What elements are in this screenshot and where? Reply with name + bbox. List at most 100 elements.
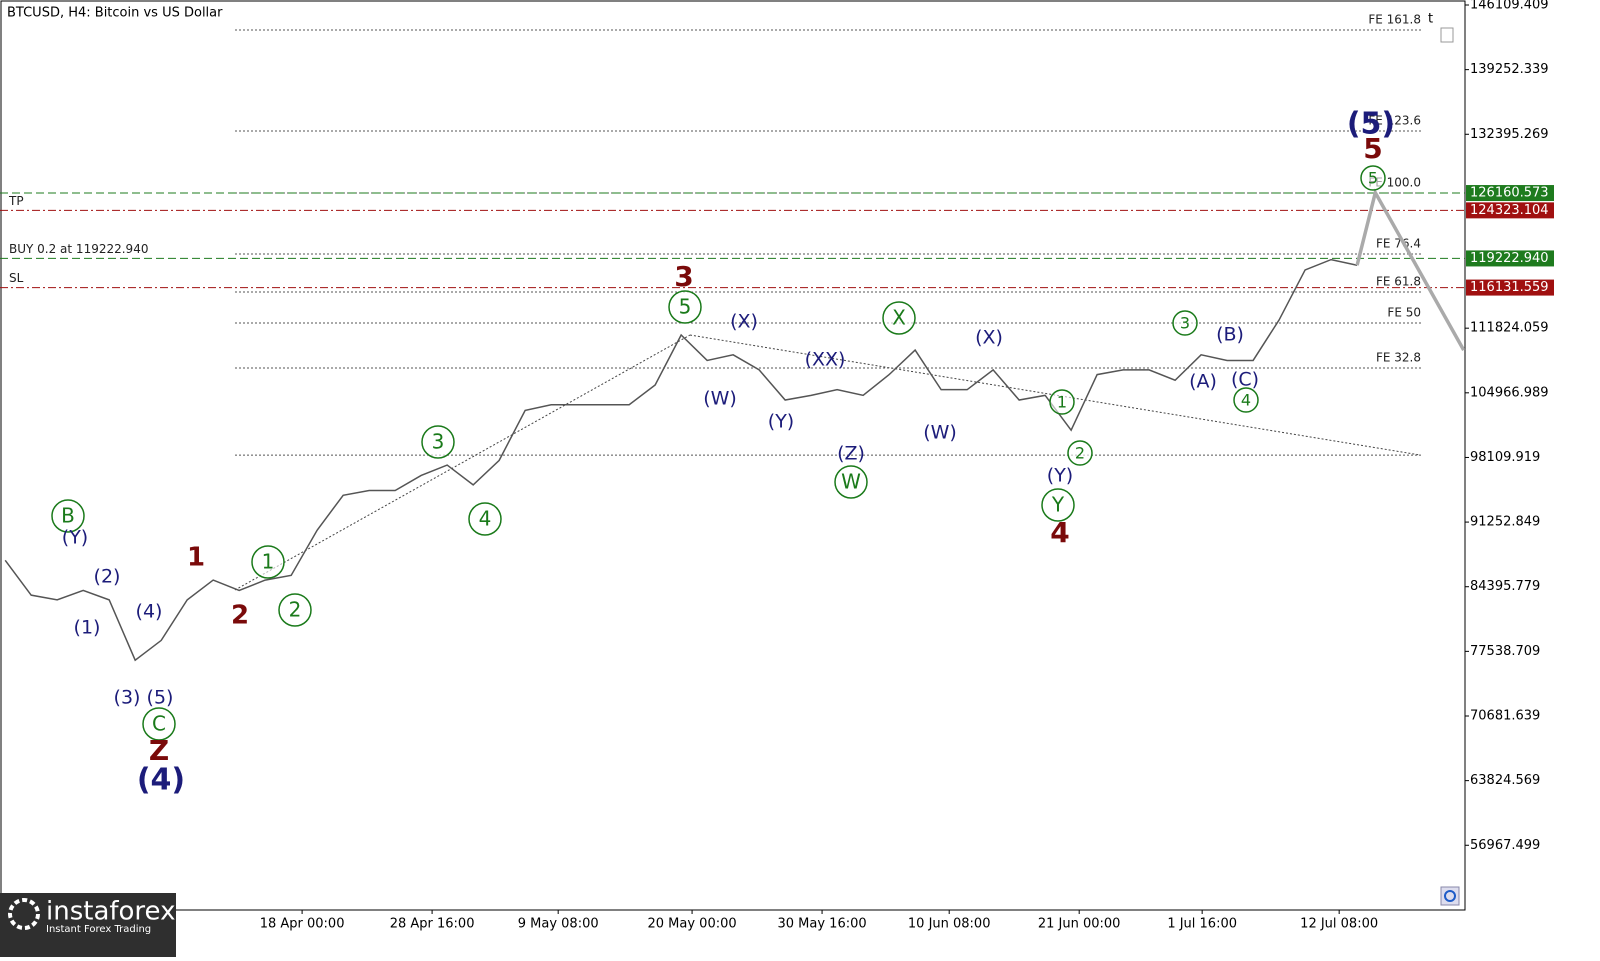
- price-line-label: TP: [8, 194, 24, 208]
- wave-label: 1: [262, 550, 275, 574]
- wave-label: (4): [136, 601, 163, 623]
- wave-label: 3: [1180, 314, 1190, 333]
- fib-label: FE 161.8: [1368, 13, 1421, 27]
- fib-label: FE 123.6: [1368, 114, 1421, 128]
- y-tick-label: 63824.569: [1470, 773, 1540, 788]
- wave-label: 1: [187, 543, 205, 573]
- price-line-label: BUY 0.2 at 119222.940: [9, 242, 148, 256]
- y-tick-label: 70681.639: [1470, 708, 1540, 723]
- wave-label: 5: [1363, 132, 1382, 165]
- wave-label: 1: [1057, 393, 1067, 412]
- price-tag: [1466, 202, 1554, 219]
- wave-label: 2: [289, 598, 302, 622]
- wave-circle: [1360, 165, 1386, 191]
- wave-circle: [251, 545, 285, 579]
- price-tag-label: 124323.104: [1470, 203, 1549, 218]
- x-tick-label: 20 May 00:00: [647, 917, 736, 932]
- x-tick-label: 1 Jul 16:00: [1167, 917, 1237, 932]
- wave-circle: [882, 301, 916, 335]
- x-tick-label: 9 May 08:00: [518, 917, 599, 932]
- wave-label: (Y): [768, 411, 794, 433]
- wave-label: Y: [1051, 493, 1065, 517]
- wave-label: (X): [975, 327, 1003, 349]
- wave-circle: [421, 425, 455, 459]
- wave-label: W: [841, 470, 861, 494]
- icon: [1444, 890, 1456, 902]
- y-tick-label: 98109.919: [1470, 450, 1540, 465]
- wave-label: (A): [1189, 371, 1217, 393]
- wave-circle: [1049, 389, 1075, 415]
- y-tick-label: 91252.849: [1470, 515, 1540, 530]
- fib-label: FE 61.8: [1376, 275, 1421, 289]
- wave-circle: [142, 707, 176, 741]
- price-tag-label: 119222.940: [1470, 251, 1549, 266]
- price-tag: [1466, 185, 1554, 202]
- fib-label: FE 32.8: [1376, 351, 1421, 365]
- wave-circle: [1067, 440, 1093, 466]
- wave-label: (Y): [1047, 465, 1073, 487]
- x-tick-label: 10 Jun 08:00: [908, 917, 991, 932]
- plot-frame: [0, 0, 1466, 911]
- x-tick-label: 21 Jun 00:00: [1038, 917, 1121, 932]
- price-line-series: [4, 258, 1358, 662]
- wave-label: 3: [432, 430, 445, 454]
- wave-label: 3: [674, 260, 693, 293]
- price-line-label: SL: [9, 271, 24, 285]
- logo-box: [0, 893, 176, 957]
- wave-label: C: [152, 712, 166, 736]
- wave-label: (5): [147, 687, 174, 709]
- fib-label: FE 76.4: [1376, 237, 1421, 251]
- x-tick-label: 28 Apr 16:00: [390, 917, 475, 932]
- wave-label: Z: [149, 734, 169, 767]
- logo-tagline: Instant Forex Trading: [46, 924, 151, 935]
- x-tick-label: 12 Jul 08:00: [1300, 917, 1378, 932]
- icon: [1440, 27, 1454, 43]
- y-tick-label: 111824.059: [1470, 321, 1549, 336]
- wave-label: (C): [1231, 369, 1259, 391]
- wave-label: 2: [1075, 444, 1085, 463]
- icon-t: t: [1428, 12, 1433, 27]
- wave-label: (3): [114, 687, 141, 709]
- chart-title: BTCUSD, H4: Bitcoin vs US Dollar: [7, 6, 223, 21]
- y-tick-label: 84395.779: [1470, 579, 1540, 594]
- forecast-line: [1355, 187, 1466, 351]
- y-tick-label: 104966.989: [1470, 385, 1549, 400]
- logo-icon: [8, 898, 40, 930]
- y-tick-label: 139252.339: [1470, 62, 1549, 77]
- x-tick-label: 18 Apr 00:00: [260, 917, 345, 932]
- wave-label: X: [892, 306, 906, 330]
- wave-circle: [278, 593, 312, 627]
- wave-label: 2: [231, 601, 249, 631]
- price-tag: [1466, 250, 1554, 267]
- wave-label: (B): [1216, 324, 1244, 346]
- price-tag: [1466, 279, 1554, 296]
- y-tick-label: 132395.269: [1470, 127, 1549, 142]
- price-tag-label: 126160.573: [1470, 186, 1549, 201]
- wave-circle: [668, 290, 702, 324]
- logo-name: instaforex: [46, 897, 175, 927]
- fib-label: FE 50: [1387, 306, 1421, 320]
- wave-label: B: [61, 504, 75, 528]
- y-tick-label: 146109.409: [1470, 0, 1549, 13]
- wave-label: 5: [1368, 169, 1378, 188]
- wave-circle: [468, 502, 502, 536]
- wave-circle: [1172, 310, 1198, 336]
- wave-label: (W): [703, 388, 737, 410]
- wave-circle: [51, 499, 85, 533]
- wave-label: 4: [1050, 516, 1069, 549]
- wave-label: (5): [1347, 107, 1395, 142]
- wave-label: 4: [479, 507, 492, 531]
- wave-label: (Y): [62, 527, 88, 549]
- wave-label: (W): [923, 422, 957, 444]
- wave-circle: [1041, 488, 1075, 522]
- y-tick-label: 77538.709: [1470, 644, 1540, 659]
- wave-label: (4): [137, 763, 185, 798]
- wave-circle: [834, 465, 868, 499]
- wave-label: (XX): [805, 349, 846, 371]
- icon[interactable]: [1440, 886, 1460, 906]
- wave-label: (1): [74, 617, 101, 639]
- y-tick-label: 56967.499: [1470, 838, 1540, 853]
- wave-label: 5: [679, 295, 692, 319]
